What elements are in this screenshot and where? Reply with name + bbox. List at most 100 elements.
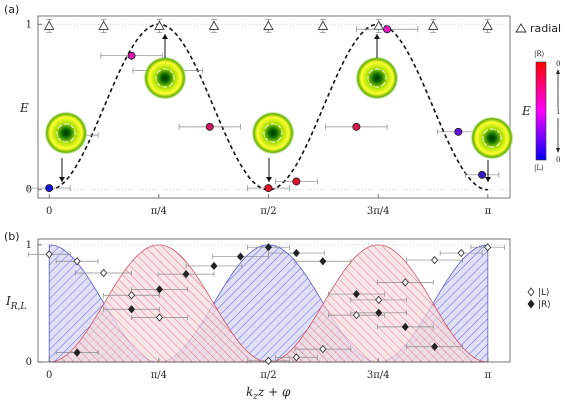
x-tick-label: π/2 [260, 206, 276, 217]
point-L [484, 243, 492, 252]
beam-arrowhead [59, 177, 65, 182]
radial-point [482, 20, 493, 30]
measured-point [352, 122, 361, 131]
point-R [210, 261, 218, 271]
measured-point [205, 122, 214, 131]
panel-a-label: (a) [4, 3, 19, 16]
radial-point [317, 20, 329, 30]
polarization-mark [58, 125, 62, 129]
polarization-mark [369, 82, 373, 86]
panel-a-frame [37, 15, 511, 199]
polarization-mark [169, 82, 173, 86]
legend-marker-R [527, 299, 535, 309]
radial-point [154, 20, 165, 30]
radial-legend-label: radial [530, 22, 561, 35]
point-R [292, 248, 300, 258]
legend-label-L: |L⟩ [538, 288, 550, 298]
panel-b-legend: |L⟩ |R⟩ [527, 287, 551, 310]
radial-point [427, 20, 439, 30]
legend-label-R: |R⟩ [538, 300, 551, 310]
radial-series [43, 18, 493, 33]
panel-a: (a) E 0 π/4 π/2 3π/4 π 0 1 radial |R⟩ |L⟩ E 0 … [4, 3, 561, 217]
point-L [45, 250, 53, 259]
ylabel-main: I [5, 294, 11, 308]
polarization-mark [70, 137, 74, 141]
beam-arrowhead [162, 34, 168, 39]
panel-b: (b) IR,L kzz + φ 0 π/4 π/2 3π/4 π 0 1 |L⟩ |R⟩ [4, 230, 551, 401]
colorbar-label: E [521, 104, 531, 118]
colorbar-tick-top: 0 [556, 60, 560, 68]
y-tick-label: 0 [26, 357, 32, 368]
radial-point [208, 20, 220, 30]
panel-b-points [27, 243, 505, 365]
colorbar-tick-bottom: 0 [556, 156, 560, 164]
point-L [128, 291, 136, 300]
beam-inset [470, 116, 514, 182]
polarization-mark [265, 137, 269, 141]
beam-profile [470, 116, 514, 160]
x-tick-label: π [485, 206, 492, 217]
radial-point [263, 20, 274, 30]
point-L [292, 353, 300, 362]
colorbar-arrowhead-up [556, 69, 560, 74]
measured-point [383, 25, 392, 34]
beam-inset [44, 111, 88, 182]
panel-b-label: (b) [4, 230, 20, 243]
point-L [100, 268, 108, 278]
measured-point [127, 51, 136, 60]
measured-point [478, 170, 487, 179]
x-tick-label: 3π/4 [367, 206, 390, 217]
legend-marker-L [527, 287, 535, 297]
point-L [319, 344, 327, 354]
reference-lines [38, 23, 510, 191]
y-tick-label: 1 [26, 240, 32, 251]
point-R [352, 289, 360, 299]
theory-curve [49, 23, 488, 191]
point-R [182, 270, 190, 279]
y-tick-label: 0 [26, 185, 32, 196]
point-L [352, 311, 360, 320]
point-R [73, 348, 81, 357]
panel-a-ylabel: E [19, 101, 29, 115]
point-R [128, 305, 136, 314]
point-R [236, 252, 245, 261]
x-tick-label: 3π/4 [367, 370, 390, 381]
colorbar-arrowhead-down [556, 148, 560, 153]
polarization-mark [70, 125, 74, 129]
xlabel-rest: z + φ [257, 385, 291, 399]
panel-b-xlabel: kzz + φ [246, 385, 291, 401]
colorbar-tick-mid: 1 [556, 108, 560, 116]
beam-profile [44, 111, 88, 155]
point-R [375, 308, 383, 317]
radial-point [43, 20, 55, 30]
polarization-mark [484, 142, 488, 146]
polarization-mark [496, 130, 500, 134]
polarization-mark [277, 125, 281, 129]
polarization-mark [157, 82, 161, 86]
panel-a-axes: 0 π/4 π/2 3π/4 π 0 1 [26, 15, 511, 217]
polarization-mark [58, 137, 62, 141]
polarization-mark [157, 70, 161, 74]
polarization-mark [369, 70, 373, 74]
beam-profile [251, 111, 295, 155]
x-tick-label: 0 [46, 206, 52, 217]
colorbar-bottom-label: |L⟩ [534, 164, 544, 172]
polarization-mark [265, 125, 269, 129]
measured-point [292, 177, 301, 186]
x-tick-label: π [485, 370, 492, 381]
x-tick-label: π/4 [151, 206, 167, 217]
point-R [155, 285, 164, 294]
beam-profile [143, 56, 187, 100]
polarization-mark [496, 142, 500, 146]
point-L [401, 278, 409, 287]
measured-point [264, 184, 273, 193]
panel-b-frame [37, 238, 511, 363]
polarization-mark [169, 70, 173, 74]
ylabel-sub: R,L [10, 302, 27, 312]
beam-arrowhead [485, 177, 491, 182]
x-tick-label: 0 [46, 370, 52, 381]
radial-legend-marker [515, 23, 527, 33]
panel-b-axes: 0 π/4 π/2 3π/4 π 0 1 [26, 238, 511, 381]
panel-b-ylabel: IR,L [5, 294, 26, 312]
